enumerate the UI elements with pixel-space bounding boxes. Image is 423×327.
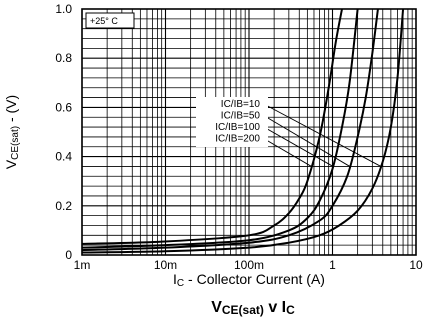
y-tick-label: 1.0 xyxy=(55,2,72,16)
temperature-note: +25° C xyxy=(90,16,118,26)
chart-title: VCE(sat) v IC xyxy=(211,299,295,317)
leader-line-3 xyxy=(261,125,334,167)
temperature-note-box xyxy=(85,12,135,29)
x-tick-label: 1m xyxy=(74,258,91,272)
leader-line-4 xyxy=(261,137,312,167)
curves xyxy=(82,9,405,254)
title-main: V xyxy=(211,299,222,316)
legend-label-2: IC/IB=50 xyxy=(221,111,261,122)
y-tick-label: 0.6 xyxy=(55,100,72,114)
x-label-prefix: I xyxy=(173,271,177,287)
y-tick-label: 0 xyxy=(65,248,72,262)
tick-labels: 1m 10m 100m 1 10 0 0.2 0.4 0.6 0.8 1.0 xyxy=(55,2,423,272)
series-line-4 xyxy=(82,9,343,245)
legend-label-3: IC/IB=100 xyxy=(215,122,260,133)
x-label-subscript: C xyxy=(177,278,184,289)
legend-box xyxy=(196,97,268,147)
series-line-1 xyxy=(82,9,405,254)
title-end-subscript: C xyxy=(286,303,295,317)
legend-label-4: IC/IB=200 xyxy=(215,134,260,145)
series-line-3 xyxy=(82,9,359,249)
y-label-main: V xyxy=(3,159,19,169)
y-axis-label: VCE(sat) - (V) xyxy=(3,95,21,169)
title-subscript: CE(sat) xyxy=(222,303,264,317)
y-tick-label: 0.2 xyxy=(55,199,72,213)
x-tick-label: 10 xyxy=(409,258,423,272)
series-line-2 xyxy=(82,9,379,252)
y-tick-label: 0.4 xyxy=(55,150,72,164)
x-tick-label: 1 xyxy=(329,258,336,272)
legend-leader-lines xyxy=(261,102,382,167)
y-label-rest: - (V) xyxy=(3,95,19,126)
leader-line-1 xyxy=(261,102,382,167)
y-tick-label: 0.8 xyxy=(55,51,72,65)
plot-frame xyxy=(81,8,417,256)
leader-line-2 xyxy=(261,114,351,167)
x-label-rest: - Collector Current (A) xyxy=(184,271,325,287)
x-tick-label: 100m xyxy=(234,258,264,272)
x-tick-label: 10m xyxy=(154,258,177,272)
title-rest: v I xyxy=(264,299,286,316)
y-label-subscript: CE(sat) xyxy=(10,126,21,160)
x-axis-label: IC - Collector Current (A) xyxy=(173,271,325,289)
legend-label-1: IC/IB=10 xyxy=(221,99,261,110)
